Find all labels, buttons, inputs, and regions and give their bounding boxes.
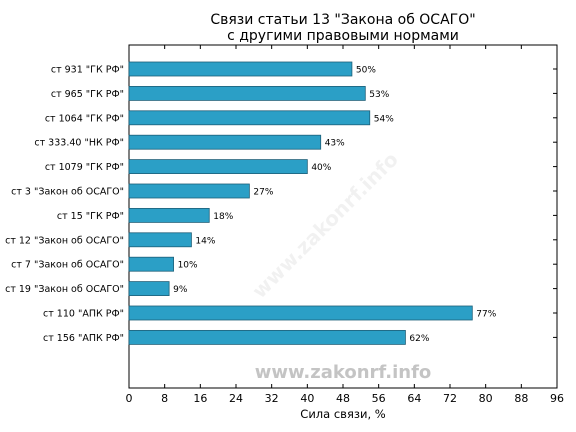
data-label: 62%: [409, 334, 429, 344]
data-label: 40%: [311, 163, 331, 173]
x-tick-label: 40: [300, 392, 314, 405]
x-tick-label: 48: [336, 392, 350, 405]
x-tick-label: 64: [407, 392, 421, 405]
y-tick-label: ст 110 "АПК РФ": [43, 309, 124, 320]
x-tick-label: 56: [372, 392, 386, 405]
y-tick-label: ст 3 "Закон об ОСАГО": [11, 187, 124, 198]
x-axis-label: Сила связи, %: [300, 407, 385, 421]
y-tick-label: ст 965 "ГК РФ": [51, 89, 124, 100]
bar: [128, 134, 322, 150]
bar: [128, 86, 366, 101]
x-tick-label: 96: [550, 392, 564, 405]
y-tick-label: ст 12 "Закон об ОСАГО": [5, 235, 124, 246]
x-tick-label: 80: [479, 392, 493, 405]
data-label: 27%: [253, 188, 273, 198]
data-label: 53%: [369, 90, 389, 100]
x-tick-label: 0: [126, 392, 133, 405]
y-tick-label: ст 156 "АПК РФ": [43, 333, 124, 344]
bar: [128, 305, 473, 321]
y-tick-label: ст 15 "ГК РФ": [57, 211, 124, 222]
y-tick-label: ст 931 "ГК РФ": [51, 65, 124, 76]
data-label: 18%: [213, 212, 233, 222]
bar: [128, 183, 250, 199]
y-tick-label: ст 1064 "ГК РФ": [45, 113, 124, 124]
y-tick-label: ст 19 "Закон об ОСАГО": [5, 284, 124, 295]
bar: [128, 329, 406, 345]
x-tick-label: 32: [265, 392, 279, 405]
data-label: 50%: [356, 66, 376, 76]
data-label: 43%: [325, 139, 345, 149]
x-tick-label: 24: [229, 392, 243, 405]
bar: [128, 110, 371, 126]
data-label: 77%: [476, 310, 496, 320]
bar: [128, 207, 210, 223]
data-label: 54%: [374, 114, 394, 124]
bar: [128, 159, 308, 175]
plot-area: 0 8 16 24 32 40 48 56 64 72 80 88 96 ст 931 "ГК РФ" 50…: [5, 44, 564, 405]
data-label: 9%: [173, 285, 188, 295]
data-label: 10%: [178, 261, 198, 271]
x-tick-label: 8: [161, 392, 168, 405]
y-tick-label: ст 1079 "ГК РФ": [45, 162, 124, 173]
y-tick-label: ст 333.40 "НК РФ": [34, 138, 124, 149]
data-label: 14%: [195, 236, 215, 246]
chart-subtitle: с другими правовыми нормами: [227, 28, 459, 44]
bar: [128, 281, 170, 297]
x-tick-label: 88: [514, 392, 528, 405]
bar: [128, 232, 192, 248]
x-tick-label: 72: [443, 392, 457, 405]
chart-title: Связи статьи 13 "Закона об ОСАГО": [210, 12, 475, 28]
y-tick-label: ст 7 "Закон об ОСАГО": [11, 260, 124, 271]
bar: [128, 256, 174, 272]
bar: [128, 61, 353, 77]
x-tick-label: 16: [193, 392, 207, 405]
watermark: www.zakonrf.info: [255, 362, 432, 383]
